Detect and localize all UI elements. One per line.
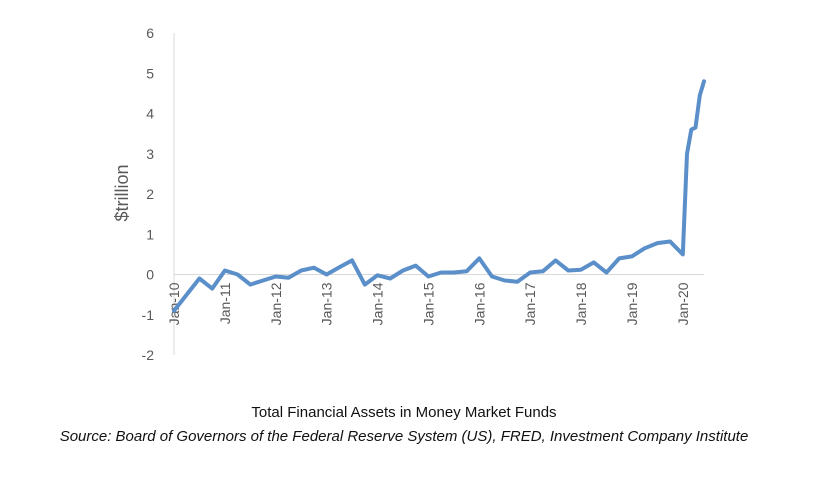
y-tick-label: 1 bbox=[146, 226, 154, 242]
x-tick-label: Jan-12 bbox=[268, 282, 284, 325]
y-axis-label: $trillion bbox=[112, 164, 132, 221]
x-tick-label: Jan-17 bbox=[522, 282, 538, 325]
y-tick-label: -1 bbox=[142, 307, 155, 323]
x-tick-label: Jan-16 bbox=[471, 282, 487, 325]
x-tick-label: Jan-14 bbox=[370, 282, 386, 325]
y-tick-label: -2 bbox=[142, 347, 155, 363]
y-tick-label: 4 bbox=[146, 106, 154, 122]
x-axis-ticks: Jan-10 Jan-11 Jan-12 Jan-13 Jan-14 Jan-15 Jan-… bbox=[166, 282, 691, 325]
x-tick-label: Jan-10 bbox=[166, 282, 182, 325]
y-tick-label: 0 bbox=[146, 267, 154, 283]
chart-caption-source: Source: Board of Governors of the Federa… bbox=[59, 428, 749, 445]
y-tick-label: 3 bbox=[146, 146, 154, 162]
x-tick-label: Jan-11 bbox=[217, 282, 233, 324]
x-tick-label: Jan-18 bbox=[573, 282, 589, 325]
x-tick-label: Jan-13 bbox=[319, 282, 335, 325]
y-tick-label: 6 bbox=[146, 25, 154, 41]
chart-caption-title: Total Financial Assets in Money Market F… bbox=[251, 404, 557, 421]
series-line bbox=[172, 79, 706, 313]
y-tick-label: 2 bbox=[146, 186, 154, 202]
y-axis-ticks: -2 -1 0 1 2 3 4 5 6 bbox=[142, 25, 155, 363]
y-tick-label: 5 bbox=[146, 65, 154, 81]
x-tick-label: Jan-15 bbox=[420, 282, 436, 325]
x-tick-label: Jan-19 bbox=[624, 282, 640, 325]
x-tick-label: Jan-20 bbox=[675, 282, 691, 325]
